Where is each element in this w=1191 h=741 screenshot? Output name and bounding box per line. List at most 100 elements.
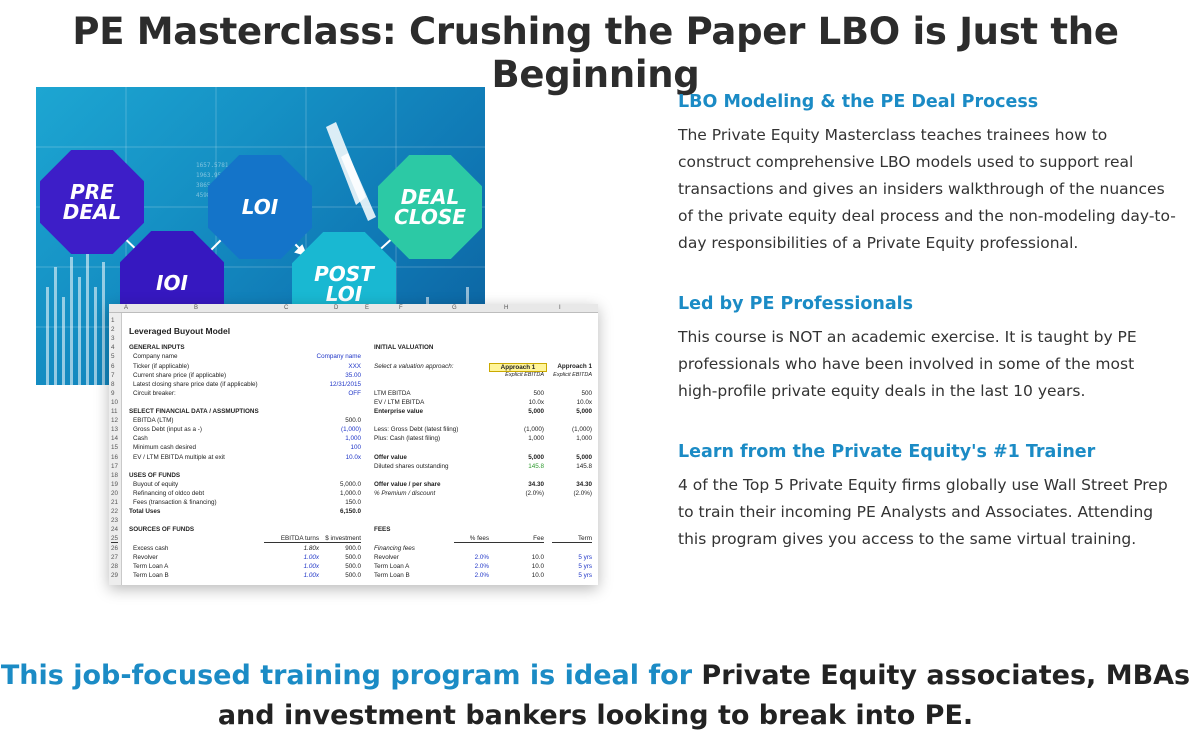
section-heading: Led by PE Professionals xyxy=(678,294,914,314)
section-heading: Learn from the Private Equity's #1 Train… xyxy=(678,442,1096,462)
sheet-cell: 500.0 xyxy=(345,553,361,561)
sheet-cell: 10.0 xyxy=(531,571,544,579)
sheet-cell: Circuit breaker: xyxy=(133,389,176,397)
sheet-cell: 900.0 xyxy=(345,544,361,552)
sheet-cell: 34.30 xyxy=(576,480,592,488)
sheet-cell: 1.00x xyxy=(303,571,319,579)
sheet-row: 7 Current share price (if applicable) 35.0… xyxy=(109,371,598,380)
svg-text:1657.5781: 1657.5781 xyxy=(196,162,229,169)
sheet-cell: FEES xyxy=(374,526,391,534)
col-header: E xyxy=(365,305,370,311)
sheet-row: 29 Term Loan B 1.00x 500.0 Term Loan B 2.0% 10… xyxy=(109,571,598,580)
sheet-cell: Minimum cash desired xyxy=(133,444,196,452)
sheet-cell: GENERAL INPUTS xyxy=(129,344,185,352)
row-number: 2 xyxy=(111,326,115,334)
sheet-row: 28 Term Loan A 1.00x 500.0 Term Loan A 2.0% 10… xyxy=(109,562,598,571)
sheet-cell: EV / LTM EBITDA xyxy=(374,398,425,406)
col-header: F xyxy=(399,305,403,311)
row-number: 16 xyxy=(111,453,119,461)
col-header: I xyxy=(559,305,561,311)
sheet-cell: Buyout of equity xyxy=(133,480,179,488)
lbo-model-spreadsheet: A B C D E F G H I 1 2 Leveraged Buyout Mod… xyxy=(109,304,598,585)
sheet-cell: Latest closing share price date (if appl… xyxy=(133,380,258,388)
sheet-cell: Financing fees xyxy=(374,544,415,552)
sheet-cell: 5,000 xyxy=(528,453,544,461)
sheet-cell: (1,000) xyxy=(341,426,361,434)
sheet-cell: 500.0 xyxy=(345,571,361,579)
sheet-cell: 12/31/2015 xyxy=(329,380,361,388)
sheet-cell: Offer value / per share xyxy=(374,480,441,488)
sheet-cell: Total Uses xyxy=(129,508,161,516)
sheet-cell: Fee xyxy=(489,535,544,544)
section-body: 4 of the Top 5 Private Equity firms glob… xyxy=(678,476,1168,548)
sheet-cell: 6,150.0 xyxy=(339,508,361,516)
row-number: 25 xyxy=(111,535,119,544)
stage-loi: LOI xyxy=(208,155,312,259)
sheet-cell: 500.0 xyxy=(345,562,361,570)
sheet-cell: Enterprise value xyxy=(374,408,423,415)
sheet-cell: LTM EBITDA xyxy=(374,389,411,397)
sheet-cell: (1,000) xyxy=(572,426,592,434)
sheet-cell: Leveraged Buyout Model xyxy=(129,326,231,337)
sheet-row: 21 Fees (transaction & financing) 150.0 xyxy=(109,498,598,507)
sheet-row: 8 Latest closing share price date (if app… xyxy=(109,380,598,389)
sheet-row: 5 Company name Company name xyxy=(109,352,598,361)
sheet-row: 16 EV / LTM EBITDA multiple at exit 10.0x O… xyxy=(109,453,598,462)
sheet-cell: (2.0%) xyxy=(525,489,544,497)
sheet-row: 25 EBITDA turns $ investment % fees Fee Term xyxy=(109,534,598,544)
sheet-cell: 35.00 xyxy=(345,371,361,379)
row-number: 24 xyxy=(111,526,119,534)
sheet-row: 22 Total Uses 6,150.0 xyxy=(109,507,598,516)
sheet-cell: 2.0% xyxy=(474,562,489,570)
sheet-cell: % Premium / discount xyxy=(374,489,436,497)
sheet-row: 18 USES OF FUNDS xyxy=(109,471,598,480)
sheet-cell: EBITDA turns xyxy=(264,535,319,544)
sheet-row: 27 Revolver 1.00x 500.0 Revolver 2.0% 10.0 5 yr… xyxy=(109,553,598,562)
section-heading: LBO Modeling & the PE Deal Process xyxy=(678,92,1039,112)
row-number: 20 xyxy=(111,489,119,497)
page-title: PE Masterclass: Crushing the Paper LBO i… xyxy=(72,10,1119,96)
section-body: This course is NOT an academic exercise.… xyxy=(678,328,1137,400)
sheet-cell: 1.00x xyxy=(303,553,319,561)
row-number: 26 xyxy=(111,544,119,552)
sheet-cell: EV / LTM EBITDA multiple at exit xyxy=(133,453,225,461)
sheet-cell: Offer value xyxy=(374,453,407,461)
sheet-cell: INITIAL VALUATION xyxy=(374,344,434,352)
section-body: The Private Equity Masterclass teaches t… xyxy=(678,126,1176,252)
sheet-cell: Explicit EBITDA xyxy=(505,371,544,378)
row-number: 3 xyxy=(111,335,115,343)
sheet-row: 11 SELECT FINANCIAL DATA / ASSMUPTIONS Ent… xyxy=(109,407,598,416)
sheet-cell: Term xyxy=(552,535,592,544)
sheet-cell: (1,000) xyxy=(524,426,544,434)
row-number-gutter xyxy=(109,313,122,585)
sheet-cell: 10.0x xyxy=(528,398,544,406)
sheet-cell: 5,000.0 xyxy=(339,480,361,488)
sheet-cell: 500.0 xyxy=(345,417,361,425)
sheet-cell: 145.8 xyxy=(528,462,544,470)
section-lbo-modeling: LBO Modeling & the PE Deal Process The P… xyxy=(678,92,1178,257)
sheet-cell: Company name xyxy=(316,353,361,361)
sheet-cell: 1,000 xyxy=(345,435,361,443)
sheet-cell: Approach 1 xyxy=(489,362,547,372)
sheet-row: 17 Diluted shares outstanding 145.8 145.8 xyxy=(109,462,598,471)
sheet-cell: 5 yrs xyxy=(578,562,592,570)
sheet-cell: Plus: Cash (latest filing) xyxy=(374,435,441,443)
audience-tagline: This job-focused training program is ide… xyxy=(0,656,1191,736)
row-number: 10 xyxy=(111,398,119,406)
section-top-trainer: Learn from the Private Equity's #1 Train… xyxy=(678,442,1178,553)
sheet-cell: SELECT FINANCIAL DATA / ASSMUPTIONS xyxy=(129,408,259,415)
row-number: 4 xyxy=(111,344,115,352)
sheet-cell: SOURCES OF FUNDS xyxy=(129,526,195,534)
sheet-cell: 10.0 xyxy=(531,562,544,570)
stage-pre-deal: PRE DEAL xyxy=(40,150,144,254)
sheet-cell: 5 yrs xyxy=(578,553,592,561)
sheet-row: 26 Excess cash 1.80x 900.0 Financing fees xyxy=(109,544,598,553)
row-number: 11 xyxy=(111,408,118,415)
sheet-cell: 1.00x xyxy=(303,562,319,570)
row-number: 22 xyxy=(111,508,119,516)
row-number: 21 xyxy=(111,499,119,506)
row-number: 12 xyxy=(111,417,119,425)
sheet-cell: 5,000 xyxy=(576,453,592,461)
sheet-cell: Cash xyxy=(133,435,148,443)
sheet-cell: 5 yrs xyxy=(578,571,592,579)
